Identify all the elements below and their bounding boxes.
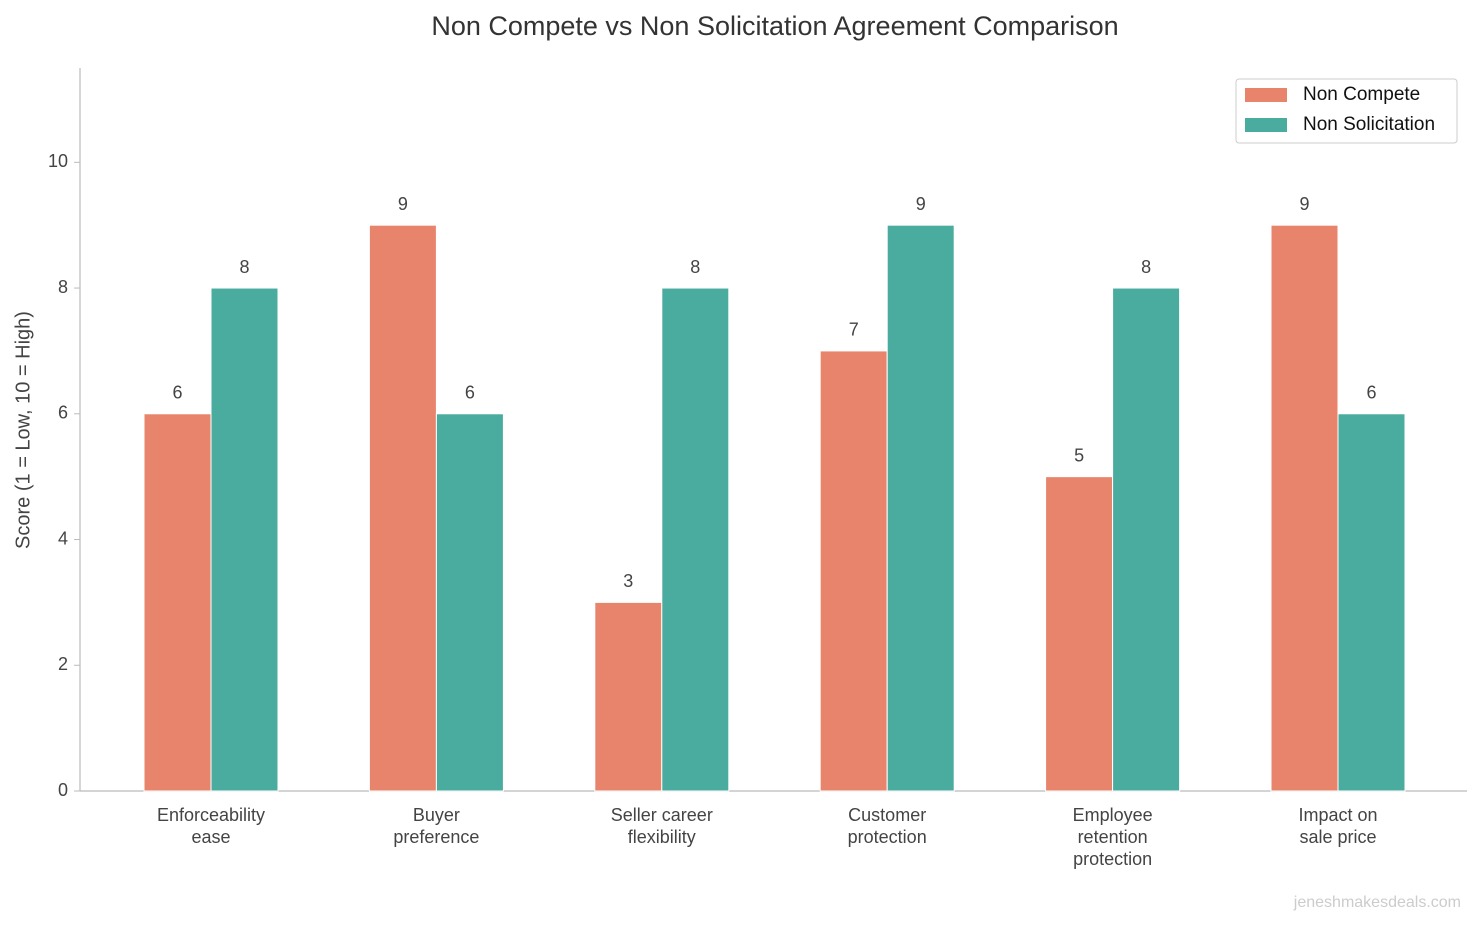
chart-title: Non Compete vs Non Solicitation Agreemen… (431, 11, 1118, 41)
x-tick-label: Customer protection (847, 805, 927, 847)
value-label: 6 (465, 383, 475, 403)
value-label: 8 (1141, 257, 1151, 277)
bar (1045, 476, 1114, 792)
watermark: jeneshmakesdeals.com (1293, 894, 1461, 911)
y-tick-label: 2 (58, 654, 68, 674)
x-tick-label: Employee retention protection (1072, 805, 1153, 869)
bar (1337, 413, 1406, 792)
legend-swatch (1245, 88, 1287, 102)
x-tick-label: Impact on sale price (1298, 805, 1378, 847)
y-tick-label: 0 (58, 780, 68, 800)
legend-label: Non Solicitation (1303, 114, 1435, 135)
bar (661, 287, 730, 792)
value-label: 8 (690, 257, 700, 277)
y-tick-label: 6 (58, 403, 68, 423)
x-tick-label: Enforceability ease (156, 805, 266, 847)
bar (886, 224, 955, 792)
bar (594, 601, 663, 792)
bar (210, 287, 279, 792)
y-axis-label: Score (1 = Low, 10 = High) (12, 311, 34, 549)
bar (368, 224, 437, 792)
value-label: 3 (623, 571, 633, 591)
value-label: 6 (172, 383, 182, 403)
bar (1112, 287, 1181, 792)
legend-label: Non Compete (1303, 84, 1420, 105)
legend-box (1235, 78, 1458, 144)
y-tick-label: 10 (48, 151, 68, 171)
value-label: 8 (239, 257, 249, 277)
x-tick-label: Seller career flexibility (610, 805, 713, 847)
y-tick-label: 4 (58, 528, 68, 548)
value-label: 5 (1074, 445, 1084, 465)
value-label: 9 (398, 194, 408, 214)
value-label: 9 (916, 194, 926, 214)
bar (143, 413, 212, 792)
value-label: 9 (1299, 194, 1309, 214)
bar (1270, 224, 1339, 792)
y-tick-label: 8 (58, 277, 68, 297)
legend-swatch (1245, 118, 1287, 132)
value-label: 7 (849, 320, 859, 340)
bar (435, 413, 504, 792)
bar (819, 350, 888, 792)
x-tick-label: Buyer preference (393, 805, 480, 847)
value-label: 6 (1366, 383, 1376, 403)
